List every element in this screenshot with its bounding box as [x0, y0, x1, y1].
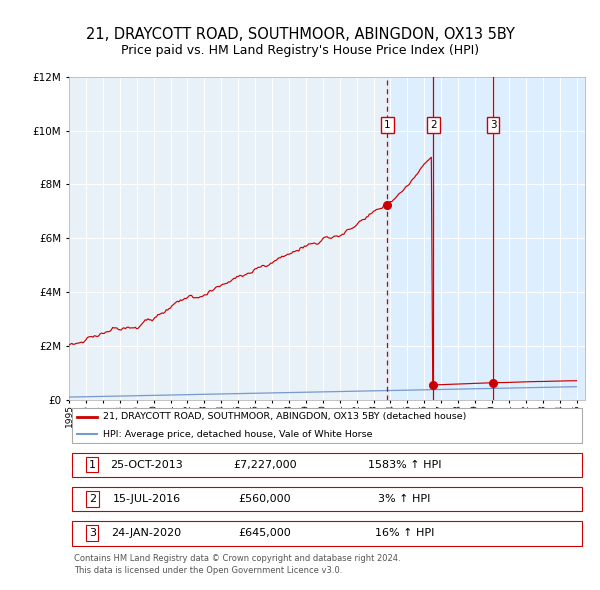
Text: 2: 2 — [430, 120, 437, 130]
Bar — [433, 77, 585, 400]
Text: 1: 1 — [89, 460, 96, 470]
Text: 1: 1 — [384, 120, 391, 130]
Text: £645,000: £645,000 — [239, 528, 292, 538]
Bar — [388, 77, 433, 400]
Text: 2: 2 — [89, 494, 96, 504]
Text: 21, DRAYCOTT ROAD, SOUTHMOOR, ABINGDON, OX13 5BY (detached house): 21, DRAYCOTT ROAD, SOUTHMOOR, ABINGDON, … — [103, 412, 466, 421]
Text: 1583% ↑ HPI: 1583% ↑ HPI — [368, 460, 441, 470]
FancyBboxPatch shape — [71, 487, 583, 512]
FancyBboxPatch shape — [71, 408, 583, 443]
Text: £7,227,000: £7,227,000 — [233, 460, 297, 470]
Text: 25-OCT-2013: 25-OCT-2013 — [110, 460, 183, 470]
Text: 3: 3 — [89, 528, 96, 538]
Text: 21, DRAYCOTT ROAD, SOUTHMOOR, ABINGDON, OX13 5BY: 21, DRAYCOTT ROAD, SOUTHMOOR, ABINGDON, … — [86, 27, 514, 41]
Text: 16% ↑ HPI: 16% ↑ HPI — [375, 528, 434, 538]
FancyBboxPatch shape — [71, 521, 583, 546]
Text: Contains HM Land Registry data © Crown copyright and database right 2024.
This d: Contains HM Land Registry data © Crown c… — [74, 555, 401, 575]
Text: 3: 3 — [490, 120, 496, 130]
Text: 24-JAN-2020: 24-JAN-2020 — [112, 528, 181, 538]
Text: 3% ↑ HPI: 3% ↑ HPI — [378, 494, 431, 504]
Text: £560,000: £560,000 — [239, 494, 292, 504]
Text: HPI: Average price, detached house, Vale of White Horse: HPI: Average price, detached house, Vale… — [103, 430, 372, 439]
FancyBboxPatch shape — [71, 453, 583, 477]
Text: 15-JUL-2016: 15-JUL-2016 — [112, 494, 181, 504]
Text: Price paid vs. HM Land Registry's House Price Index (HPI): Price paid vs. HM Land Registry's House … — [121, 44, 479, 57]
